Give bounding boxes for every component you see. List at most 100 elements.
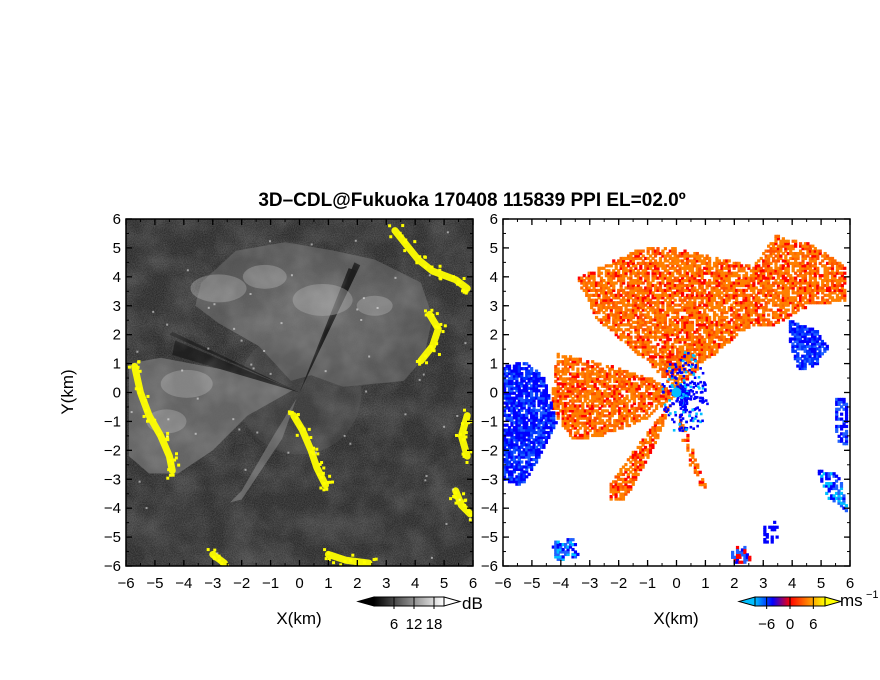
velocity-pixel-blue-west — [539, 401, 544, 405]
velocity-pixel-blue-edge — [844, 402, 849, 406]
velocity-pixel-southwest — [609, 495, 613, 499]
velocity-pixel-north — [698, 360, 702, 364]
velocity-pixel-north — [666, 360, 670, 364]
velocity-pixel-north — [609, 308, 613, 312]
velocity-pixel-blue-west — [534, 371, 539, 376]
velocity-pixel-north — [732, 313, 736, 317]
y-tick-label: 1 — [113, 356, 121, 373]
velocity-pixel-north — [754, 276, 758, 280]
velocity-pixel-west — [571, 411, 575, 415]
velocity-pixel-southeast — [693, 463, 697, 467]
velocity-pixel-blue-west — [512, 367, 517, 371]
noise-speck — [451, 488, 454, 491]
velocity-pixel-blue-west — [517, 411, 521, 415]
velocity-pixel-west — [635, 384, 639, 388]
velocity-pixel-north — [649, 347, 653, 352]
velocity-pixel-north — [798, 266, 803, 270]
velocity-pixel-west — [588, 428, 592, 433]
velocity-pixel-blue-east — [815, 330, 820, 334]
velocity-pixel-north — [639, 291, 643, 295]
velocity-pixel-north — [818, 288, 822, 293]
velocity-pixel-west — [659, 401, 664, 406]
velocity-pixel-north — [767, 308, 771, 312]
highlight-speck — [220, 562, 224, 566]
velocity-pixel-north — [678, 365, 682, 369]
velocity-pixel-north — [762, 323, 766, 327]
velocity-pixel-blue-west — [517, 374, 521, 378]
velocity-pixel-west — [603, 428, 607, 433]
velocity-pixel-north — [680, 306, 685, 310]
velocity-pixel-north — [771, 276, 776, 280]
velocity-pixel-blue-west — [512, 443, 517, 447]
velocity-pixel-north — [749, 276, 754, 280]
velocity-pixel-north — [806, 291, 810, 295]
velocity-pixel-blue-west — [520, 421, 524, 425]
velocity-pixel-north — [673, 254, 677, 258]
velocity-pixel-north — [621, 330, 626, 334]
velocity-pixel-west — [556, 406, 560, 411]
velocity-pixel-west — [586, 360, 590, 364]
velocity-pixel-north — [683, 323, 687, 327]
velocity-pixel-southwest — [631, 463, 635, 467]
velocity-pixel-north — [626, 254, 631, 258]
velocity-pixel-west — [561, 414, 565, 418]
velocity-pixel-north — [703, 315, 707, 320]
velocity-pixel-north — [597, 283, 601, 288]
velocity-pixel-north — [791, 251, 795, 256]
velocity-pixel-north — [683, 340, 687, 344]
velocity-pixel-blue-east — [806, 330, 810, 334]
velocity-pixel-southwest — [624, 467, 628, 472]
velocity-pixel-west — [642, 394, 646, 398]
highlight-speck — [217, 554, 221, 558]
velocity-pixel-west — [561, 406, 565, 411]
velocity-pixel-north — [781, 244, 785, 248]
velocity-pixel-north — [646, 271, 650, 275]
velocity-pixel-north — [685, 377, 690, 381]
velocity-pixel-north — [791, 254, 795, 258]
velocity-pixel-north — [609, 271, 613, 275]
velocity-pixel-north — [604, 318, 608, 322]
velocity-pixel-blue-west — [539, 379, 544, 383]
velocity-pixel-west — [600, 392, 605, 396]
velocity-pixel-north — [791, 244, 795, 248]
velocity-pixel-west — [568, 384, 573, 388]
velocity-pixel-north — [823, 254, 827, 258]
velocity-pixel-southwest — [658, 418, 662, 423]
velocity-pixel-north — [668, 357, 672, 361]
velocity-pixel-north — [641, 293, 645, 297]
velocity-pixel-north — [798, 286, 803, 290]
highlight-speck — [432, 349, 436, 353]
velocity-pixel-southwest — [643, 448, 648, 452]
velocity-pixel-north — [698, 274, 702, 278]
velocity-pixel-north — [678, 340, 682, 344]
velocity-pixel-west — [559, 392, 563, 396]
velocity-pixel-north — [727, 340, 731, 344]
velocity-pixel-north — [698, 259, 702, 263]
velocity-pixel-blue-west — [512, 374, 517, 378]
velocity-pixel-north — [803, 306, 808, 310]
velocity-pixel-north — [663, 335, 667, 339]
velocity-pixel-north — [624, 313, 628, 317]
velocity-pixel-southwest — [631, 475, 635, 479]
velocity-pixel-north — [597, 281, 601, 285]
velocity-pixel-north — [656, 269, 660, 273]
velocity-pixel-west — [603, 421, 607, 425]
velocity-pixel-blue-east — [796, 359, 800, 363]
velocity-pixel-north — [641, 281, 645, 285]
velocity-pixel-north — [614, 320, 618, 324]
velocity-pixel-north — [626, 303, 631, 307]
velocity-pixel-blue-west — [515, 403, 519, 408]
velocity-pixel-north — [825, 276, 830, 280]
velocity-pixel-blue-west — [517, 399, 521, 403]
velocity-pixel-north — [828, 256, 832, 261]
velocity-pixel-north — [607, 303, 611, 307]
velocity-pixel-blue-west — [507, 391, 512, 395]
velocity-pixel-north — [752, 271, 756, 275]
velocity-pixel-west — [586, 416, 590, 420]
velocity-pixel-southwest — [631, 472, 635, 477]
velocity-pixel-west — [613, 392, 617, 396]
velocity-pixel-west — [635, 419, 639, 423]
velocity-pixel-blue-west — [517, 369, 521, 373]
velocity-pixel-north — [678, 352, 682, 356]
velocity-pixel-blue-west — [530, 416, 534, 420]
